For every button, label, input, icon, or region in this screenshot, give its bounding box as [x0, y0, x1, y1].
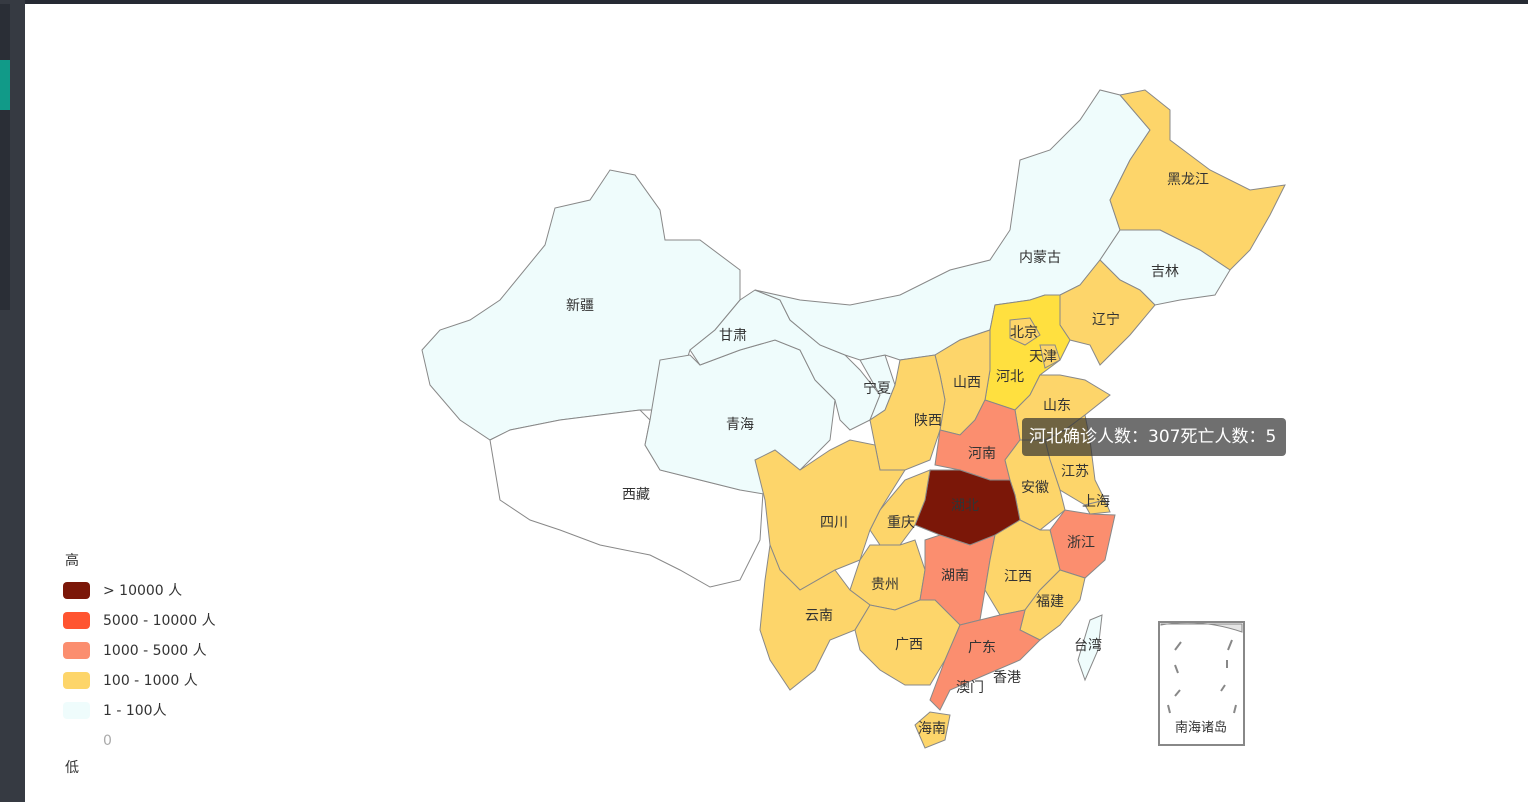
legend-swatch[interactable]: [63, 672, 90, 689]
region[interactable]: [1077, 614, 1103, 682]
inset-coast: [1160, 622, 1243, 633]
region-label: 贵州: [871, 577, 899, 593]
legend: 高 低 > 10000 人 5000 - 10000 人 1000 - 5000 人…: [63, 552, 216, 776]
sidebar-active[interactable]: [0, 60, 10, 110]
region-label: 山西: [953, 375, 981, 391]
region-label: 台湾: [1074, 637, 1102, 654]
region-label: 辽宁: [1092, 311, 1120, 328]
legend-swatch[interactable]: [63, 582, 90, 599]
regions: [421, 89, 1286, 749]
region-label: 内蒙古: [1019, 250, 1061, 266]
sidebar-menu: [0, 4, 10, 310]
legend-swatch[interactable]: [63, 732, 90, 749]
city-label: 澳门: [956, 680, 984, 696]
top-bar: [0, 0, 1528, 4]
legend-swatch[interactable]: [63, 642, 90, 659]
region-label: 安徽: [1021, 480, 1049, 496]
legend-label[interactable]: > 10000 人: [103, 583, 182, 599]
region-label: 吉林: [1151, 264, 1179, 280]
legend-low: 低: [65, 760, 79, 776]
tooltip-box: [1022, 418, 1286, 456]
legend-swatch[interactable]: [63, 612, 90, 629]
tooltip: 河北确诊人数：307死亡人数：5: [1022, 418, 1286, 456]
region-label: 甘肃: [719, 328, 747, 344]
region-label: 河南: [968, 446, 996, 462]
city-label: 香港: [993, 670, 1021, 686]
region-label: 山东: [1043, 398, 1071, 414]
region-label: 福建: [1036, 594, 1064, 610]
region[interactable]: [1109, 89, 1286, 271]
region-label: 重庆: [887, 515, 915, 531]
legend-high: 高: [65, 552, 79, 569]
legend-label[interactable]: 1 - 100人: [103, 703, 167, 719]
region[interactable]: [1009, 317, 1041, 346]
region-label: 天津: [1029, 349, 1057, 365]
inset-label: 南海诸岛: [1175, 720, 1227, 736]
region-label: 云南: [805, 608, 833, 624]
region-label: 江西: [1004, 569, 1032, 585]
region-label: 浙江: [1067, 535, 1095, 551]
region[interactable]: [929, 609, 1041, 711]
region-label: 广西: [895, 637, 923, 653]
region-label: 上海: [1082, 494, 1110, 510]
inset-islands: [1167, 639, 1237, 714]
region[interactable]: [1059, 259, 1156, 366]
region[interactable]: [914, 711, 951, 749]
tooltip-text: 河北确诊人数：307死亡人数：5: [1029, 427, 1276, 447]
region-label: 陕西: [914, 413, 942, 429]
legend-label[interactable]: 100 - 1000 人: [103, 673, 198, 689]
region-label: 北京: [1010, 325, 1038, 341]
tooltip-confirmed: 307: [1148, 427, 1180, 447]
region-label: 宁夏: [863, 380, 891, 397]
legend-label[interactable]: 1000 - 5000 人: [103, 643, 207, 659]
region-label: 广东: [968, 640, 996, 656]
region[interactable]: [919, 534, 996, 626]
region[interactable]: [489, 409, 766, 588]
legend-label[interactable]: 0: [103, 733, 112, 749]
region-label: 海南: [918, 721, 946, 737]
tooltip-deaths: 5: [1265, 427, 1276, 447]
tooltip-deaths-label: 死亡人数：: [1180, 427, 1265, 447]
tooltip-region: 河北: [1029, 427, 1063, 447]
region[interactable]: [759, 543, 871, 691]
region-label: 四川: [820, 515, 848, 531]
region-label: 湖南: [941, 568, 969, 584]
region[interactable]: [869, 469, 931, 546]
region-label: 江苏: [1061, 464, 1089, 480]
region-label: 西藏: [622, 487, 650, 503]
legend-label[interactable]: 5000 - 10000 人: [103, 613, 216, 629]
region-label: 新疆: [566, 298, 594, 314]
region[interactable]: [1084, 499, 1111, 515]
inset-box: [1158, 621, 1245, 746]
region-label: 河北: [996, 369, 1024, 385]
region-label: 黑龙江: [1167, 172, 1209, 188]
region-label: 湖北: [951, 498, 979, 514]
south-sea-inset: 南海诸岛: [1158, 621, 1245, 746]
legend-swatch[interactable]: [63, 702, 90, 719]
region-label: 青海: [726, 417, 754, 433]
tooltip-confirmed-label: 确诊人数：: [1063, 427, 1148, 447]
region[interactable]: [1039, 344, 1061, 369]
